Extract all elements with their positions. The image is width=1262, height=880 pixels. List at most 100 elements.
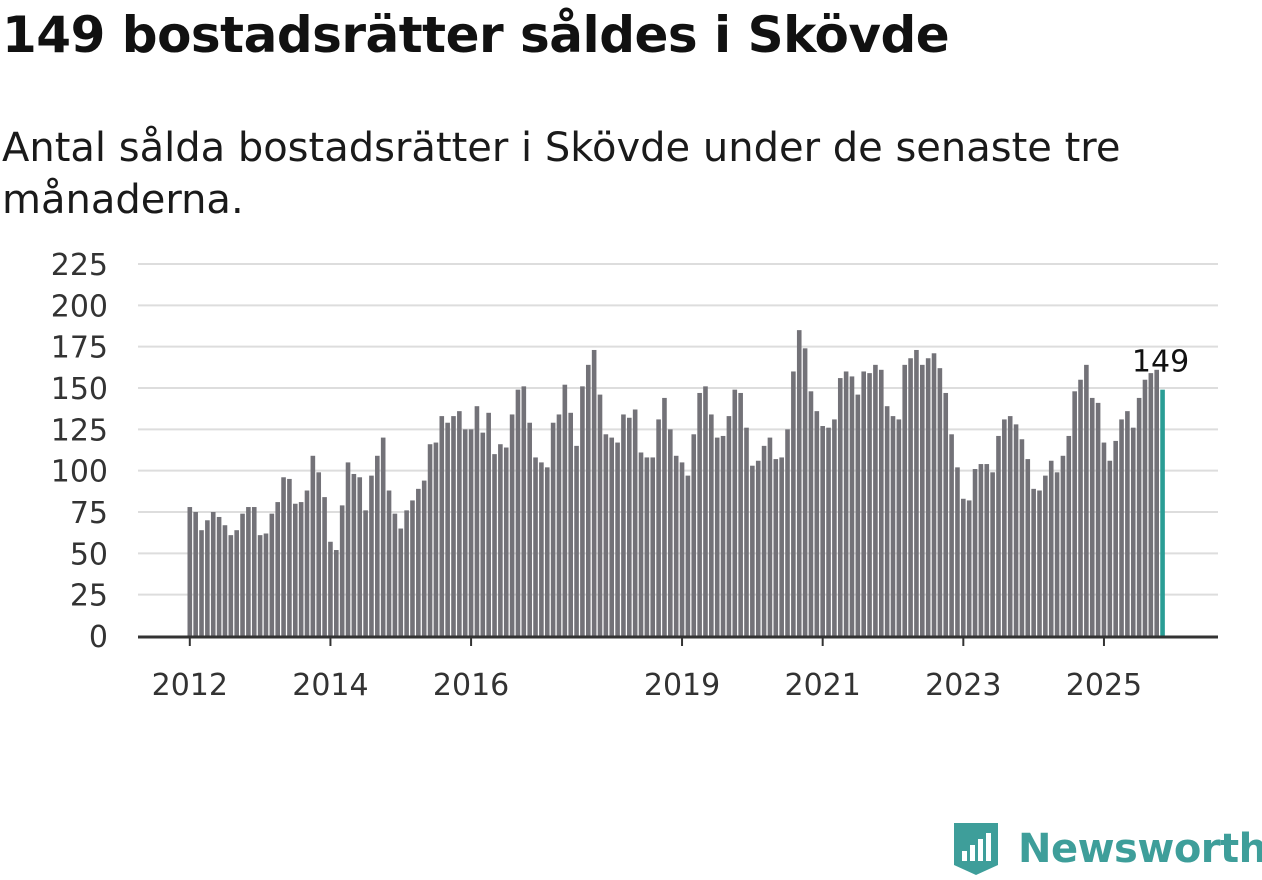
bar [375, 455, 380, 636]
bar [785, 429, 790, 636]
bar [410, 500, 415, 636]
bar [820, 426, 825, 636]
bar [556, 414, 562, 636]
bar [480, 432, 486, 636]
x-tick-label: 2016 [433, 668, 509, 703]
bar [345, 462, 351, 636]
bar [462, 429, 468, 636]
y-tick-label: 200 [51, 289, 108, 324]
bar [509, 414, 515, 636]
bar [1072, 391, 1077, 636]
bar [920, 364, 925, 636]
bar [503, 447, 509, 636]
bar [392, 513, 398, 636]
bar [914, 349, 919, 636]
bar [638, 452, 644, 636]
bar [791, 371, 796, 636]
bar [1060, 455, 1066, 636]
bar [650, 457, 656, 636]
bar [808, 391, 814, 636]
bar [1084, 364, 1089, 636]
x-tick-label: 2012 [152, 668, 228, 703]
bar [908, 358, 913, 636]
bar [961, 498, 966, 636]
bar [896, 419, 902, 636]
bar [404, 510, 409, 636]
y-axis-ticks: 0 25 50 75 100 125 150 175 200 225 [51, 248, 108, 655]
bar [984, 464, 990, 636]
bar [222, 525, 228, 636]
bar [216, 516, 222, 636]
bar [515, 389, 521, 636]
bar [761, 445, 767, 636]
bar [779, 457, 784, 636]
bar [662, 397, 667, 636]
bar [1089, 397, 1095, 636]
x-axis-ticks: 2012 2014 2016 2019 2021 2023 2025 [152, 638, 1142, 703]
bar [697, 392, 702, 636]
bar [861, 371, 866, 636]
y-tick-label: 25 [70, 579, 108, 614]
newsworthy-brand[interactable]: Newsworthy [952, 818, 1262, 880]
bar [685, 475, 691, 636]
y-tick-label: 0 [89, 620, 108, 655]
bar [445, 422, 450, 636]
x-tick-label: 2019 [644, 668, 720, 703]
bar [720, 435, 726, 636]
bar [855, 394, 861, 636]
bar [955, 467, 960, 636]
bar [1125, 411, 1130, 636]
bar [533, 457, 538, 636]
y-tick-label: 150 [51, 372, 108, 407]
bar [1142, 379, 1148, 636]
bar [1095, 402, 1101, 636]
bar [867, 373, 872, 636]
bar [673, 455, 679, 636]
bar [263, 533, 269, 636]
y-tick-label: 125 [51, 413, 108, 448]
bar [1113, 440, 1118, 636]
bar [580, 386, 585, 636]
bar-latest [1160, 389, 1165, 636]
bar [421, 480, 427, 636]
bar [486, 412, 491, 636]
bar [380, 437, 386, 636]
bar [275, 502, 280, 636]
bar [1119, 419, 1124, 636]
bar [843, 371, 849, 636]
bar [767, 437, 773, 636]
bar [691, 434, 697, 636]
bar [269, 513, 275, 636]
bar [292, 503, 298, 636]
bar [796, 330, 802, 636]
bar [837, 378, 843, 636]
bar [246, 507, 251, 636]
bar [427, 444, 433, 636]
bar [668, 429, 673, 636]
bar [1054, 472, 1060, 636]
bar [615, 442, 620, 636]
bar [714, 437, 720, 636]
bar [726, 416, 732, 636]
y-tick-label: 225 [51, 248, 108, 283]
bar [257, 535, 263, 636]
bar [931, 353, 937, 636]
page-subtitle: Antal sålda bostadsrätter i Skövde under… [2, 125, 1121, 223]
bar [627, 417, 632, 636]
bar [1025, 459, 1031, 636]
bar [1002, 419, 1007, 636]
bar [1013, 424, 1019, 636]
bar [328, 541, 333, 636]
brand-name: Newsworthy [1018, 826, 1262, 872]
bar [1078, 379, 1083, 636]
bar [1037, 490, 1042, 636]
bar [1043, 475, 1048, 636]
bar [234, 530, 239, 636]
bar [468, 429, 474, 636]
bar [1136, 397, 1142, 636]
bar [398, 528, 404, 636]
bar [1007, 416, 1013, 636]
bar [539, 462, 544, 636]
bar [679, 462, 685, 636]
